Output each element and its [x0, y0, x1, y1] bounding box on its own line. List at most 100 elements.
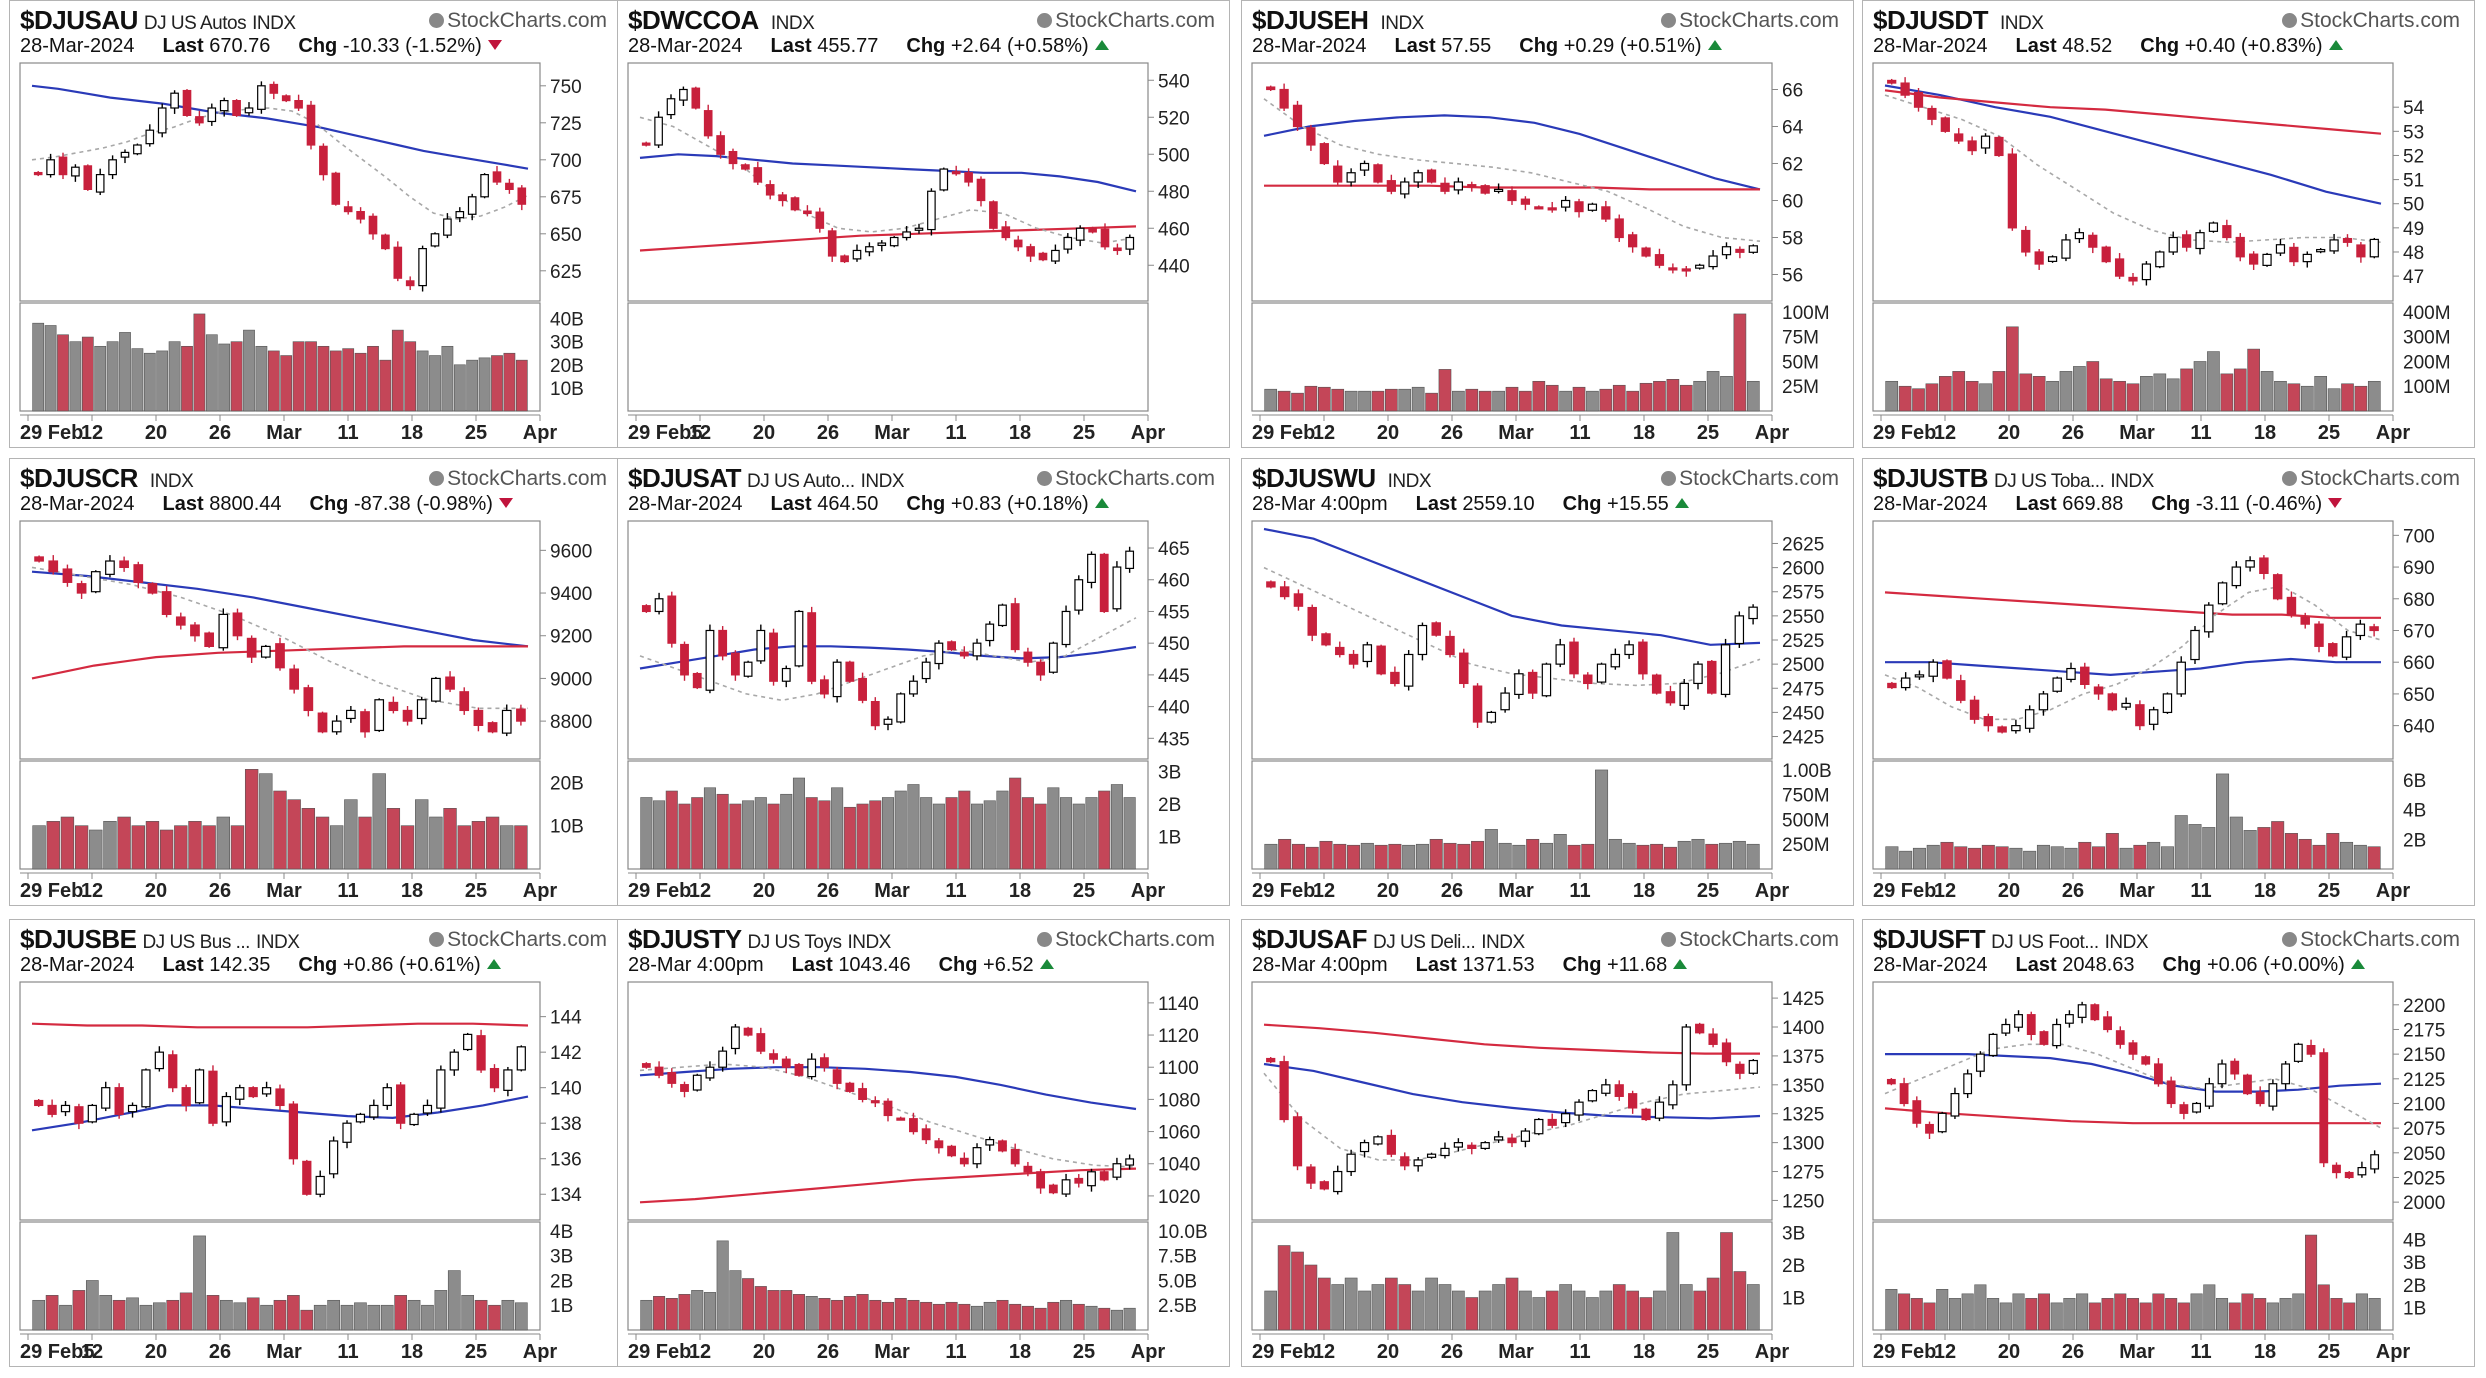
- candle-body: [1413, 172, 1423, 183]
- chart-panel[interactable]: $DWCCOA INDX StockCharts.com 28-Mar-2024 Las…: [617, 0, 1230, 448]
- volume-bar: [1987, 1298, 2000, 1331]
- chart-panel[interactable]: $DJUSDT INDX StockCharts.com 28-Mar-2024 Las…: [1862, 0, 2475, 448]
- candle-body: [1654, 1101, 1665, 1119]
- candle-body: [1333, 165, 1343, 183]
- symbol-text: $DJUSEH: [1252, 5, 1369, 35]
- chart-panel[interactable]: $DJUSWU INDX StockCharts.com 28-Mar 4:00pm L…: [1241, 458, 1854, 906]
- candle-body: [2369, 626, 2379, 632]
- volume-bar: [869, 800, 882, 870]
- price-chart-svg: 2200217521502125210020752050202520004B3B…: [1872, 981, 2445, 1363]
- candle-body: [832, 661, 842, 698]
- volume-bar: [315, 816, 330, 870]
- volume-bar: [1123, 1307, 1136, 1331]
- candle-body: [2293, 1043, 2303, 1062]
- x-tick-label: Apr: [2376, 1341, 2411, 1363]
- chart-panel[interactable]: $DJUSFT DJ US Foot... INDX StockCharts.com 2…: [1862, 919, 2475, 1367]
- volume-bar: [1965, 380, 1979, 412]
- price-tick-label: 1400: [1782, 1018, 1824, 1039]
- chart-panel[interactable]: $DJUSAF DJ US Deli... INDX StockCharts.com 2…: [1241, 919, 1854, 1367]
- volume-bar: [818, 800, 831, 870]
- volume-bar: [1599, 388, 1613, 412]
- stockcharts-brand: StockCharts.com: [429, 467, 607, 491]
- volume-bar: [1034, 803, 1047, 870]
- price-tick-label: 9600: [550, 541, 592, 562]
- volume-bar: [1581, 843, 1595, 870]
- volume-bar: [1438, 1284, 1452, 1331]
- candle-body: [972, 642, 982, 657]
- candle-body: [219, 99, 229, 112]
- volume-bar: [831, 1299, 844, 1331]
- volume-bar: [1411, 386, 1425, 412]
- volume-bar: [742, 800, 755, 870]
- candle-body: [914, 227, 924, 231]
- price-tick-label: 2025: [2403, 1168, 2445, 1189]
- brand-text: StockCharts.com: [2300, 928, 2460, 951]
- price-tick-label: 2150: [2403, 1045, 2445, 1066]
- chart-panel[interactable]: $DJUSCR INDX StockCharts.com 28-Mar-2024 Las…: [9, 458, 622, 906]
- candle-body: [1681, 1026, 1691, 1086]
- candle-body: [402, 709, 413, 722]
- candle-body: [1561, 199, 1571, 208]
- x-tick-label: 18: [401, 1341, 423, 1363]
- chart-panel[interactable]: $DJUSEH INDX StockCharts.com 28-Mar-2024 Las…: [1241, 0, 1854, 448]
- volume-bar: [1371, 390, 1385, 412]
- quote-line: 28-Mar 4:00pm Last 1043.46 Chg +6.52: [628, 954, 1054, 977]
- exchange-label: INDX: [770, 13, 815, 34]
- exchange-label: INDX: [1380, 13, 1424, 34]
- x-tick-label: 20: [145, 1341, 167, 1363]
- candle-body: [883, 718, 893, 725]
- x-tick-label: Mar: [874, 422, 910, 444]
- volume-bar: [1938, 376, 1952, 412]
- symbol-label: $DJUSFT DJ US Foot... INDX: [1873, 924, 2149, 955]
- stockcharts-logo-icon: [1037, 471, 1053, 486]
- candle-body: [840, 255, 849, 263]
- candle-body: [505, 182, 514, 191]
- volume-bar: [958, 790, 971, 870]
- chart-panel[interactable]: $DJUSAU DJ US Autos INDX StockCharts.com 28-…: [9, 0, 622, 448]
- x-tick-label: 12: [81, 1341, 103, 1363]
- chart-panel[interactable]: $DJUSTB DJ US Toba... INDX StockCharts.com 2…: [1862, 458, 2475, 906]
- moving-average-line: [1263, 527, 1761, 646]
- volume-bar: [1344, 1277, 1358, 1331]
- volume-bar: [188, 821, 202, 870]
- candle-body: [108, 159, 117, 176]
- candle-body: [141, 1069, 151, 1108]
- chart-panel[interactable]: $DJUSBE DJ US Bus ... INDX StockCharts.com 2…: [9, 919, 622, 1367]
- volume-bar: [1677, 840, 1691, 870]
- price-tick-label: 9000: [550, 669, 592, 690]
- price-tick-label: 1080: [1158, 1090, 1200, 1111]
- volume-bar: [94, 345, 107, 412]
- candle-body: [436, 1069, 446, 1109]
- candle-body: [473, 709, 484, 726]
- volume-bar: [2257, 827, 2271, 870]
- candle-body: [246, 637, 257, 658]
- volume-bar: [1608, 838, 1622, 870]
- volume-tick-label: 20B: [550, 356, 584, 377]
- candle-body: [1472, 685, 1483, 723]
- x-tick-label: Mar: [2119, 1341, 2155, 1363]
- candle-body: [1583, 674, 1593, 685]
- chart-panel[interactable]: $DJUSTY DJ US Toys INDX StockCharts.com 28-M…: [617, 919, 1230, 1367]
- volume-bar: [1732, 840, 1746, 870]
- volume-bar: [2140, 376, 2153, 412]
- volume-bar: [246, 1297, 260, 1331]
- volume-bar: [1492, 390, 1505, 412]
- candle-body: [921, 661, 931, 680]
- x-tick-label: Apr: [523, 1341, 558, 1363]
- candle-body: [1440, 182, 1450, 192]
- candle-body: [765, 184, 775, 196]
- candle-body: [947, 1145, 957, 1157]
- price-tick-label: 1120: [1158, 1026, 1199, 1047]
- x-tick-label: 29 Feb: [1873, 1341, 1936, 1363]
- stockcharts-logo-icon: [429, 13, 445, 28]
- volume-bar: [1438, 369, 1452, 412]
- candle-body: [2141, 263, 2152, 281]
- candle-body: [1346, 172, 1356, 183]
- volume-bar: [457, 825, 471, 870]
- volume-bar: [32, 1299, 46, 1331]
- volume-bar: [1060, 797, 1073, 870]
- volume-bar: [243, 329, 255, 412]
- candle-body: [1023, 651, 1033, 663]
- chart-panel[interactable]: $DJUSAT DJ US Auto... INDX StockCharts.com 2…: [617, 458, 1230, 906]
- price-chart-svg: 114011201100108010601040102010.0B7.5B5.0…: [627, 981, 1208, 1363]
